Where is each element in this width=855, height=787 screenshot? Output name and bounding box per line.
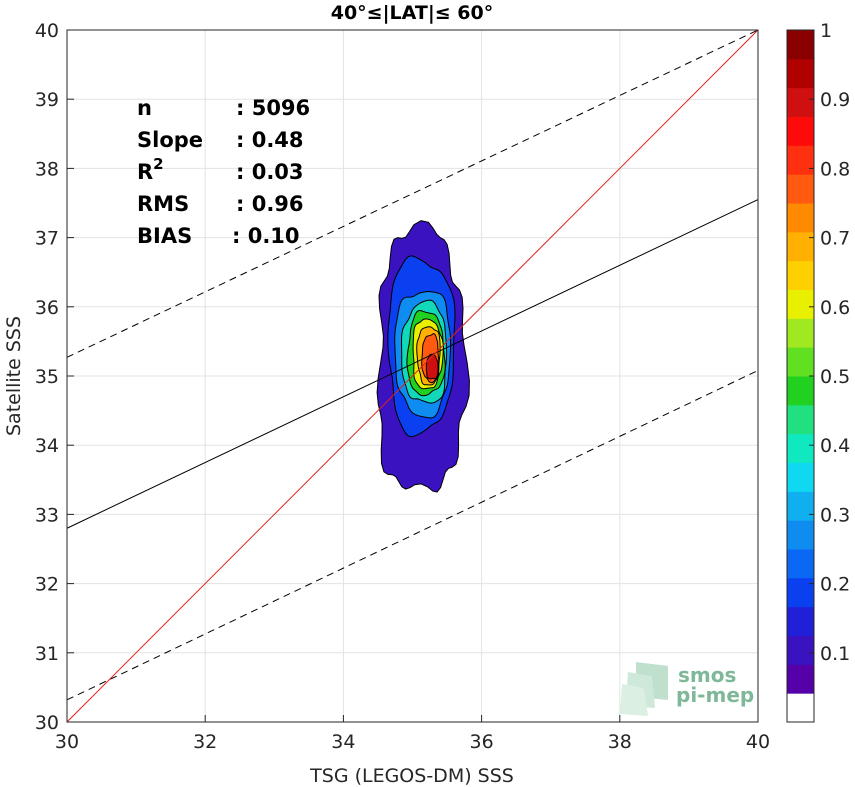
colorbar-band <box>787 116 814 146</box>
colorbar-band <box>787 462 814 492</box>
colorbar-tick-label: 0.9 <box>820 89 850 111</box>
colorbar-tick-label: 0.8 <box>820 158 850 180</box>
colorbar-band <box>787 693 814 723</box>
x-axis-ticks: 30 32 34 36 38 40 <box>55 715 770 753</box>
stat-label: RMS <box>137 192 189 216</box>
y-tick-label: 39 <box>35 89 59 111</box>
watermark-line2: pi-mep <box>676 683 754 707</box>
x-tick-label: 32 <box>193 731 217 753</box>
colorbar-band <box>787 549 814 579</box>
colorbar-band <box>787 318 814 348</box>
stat-label: BIAS <box>137 224 192 248</box>
colorbar-band <box>787 520 814 550</box>
stat-value: : 5096 <box>236 96 310 120</box>
stat-label: n <box>137 96 152 120</box>
colorbar-band <box>787 347 814 377</box>
y-tick-label: 31 <box>35 643 59 665</box>
colorbar-tick-label: 0.4 <box>820 435 850 457</box>
y-tick-label: 37 <box>35 228 59 250</box>
reference-lines <box>66 29 759 723</box>
x-tick-label: 40 <box>746 731 770 753</box>
lower-bound-line <box>66 370 759 701</box>
chart-title: 40°≤|LAT|≤ 60° <box>331 2 494 24</box>
x-tick-label: 38 <box>608 731 632 753</box>
colorbar-band <box>787 289 814 319</box>
y-tick-label: 40 <box>35 20 59 42</box>
colorbar-band <box>787 30 814 60</box>
stat-value: : 0.03 <box>236 160 304 184</box>
y-axis-ticks: 30 31 32 33 34 35 36 37 38 39 40 <box>35 20 74 734</box>
colorbar-band <box>787 635 814 665</box>
watermark-line1: smos <box>678 663 736 687</box>
colorbar-band <box>787 260 814 290</box>
colorbar-band <box>787 145 814 175</box>
colorbar <box>786 29 815 723</box>
colorbar-ticks: 0.1 0.2 0.3 0.4 0.5 0.6 0.7 0.8 0.9 1 <box>809 20 850 665</box>
colorbar-band <box>787 87 814 117</box>
stat-label: Slope <box>137 128 203 152</box>
colorbar-band <box>787 231 814 262</box>
y-tick-label: 30 <box>35 712 59 734</box>
colorbar-band <box>787 404 814 435</box>
y-tick-label: 35 <box>35 366 59 388</box>
x-tick-label: 36 <box>470 731 494 753</box>
y-tick-label: 36 <box>35 297 59 319</box>
regression-line <box>66 199 759 529</box>
smos-pi-mep-watermark: smos pi-mep <box>620 662 754 716</box>
colorbar-tick-label: 0.6 <box>820 297 850 319</box>
colorbar-tick-label: 0.7 <box>820 228 850 250</box>
stat-value: : 0.10 <box>232 224 300 248</box>
colorbar-band <box>787 664 814 694</box>
x-axis-label: TSG (LEGOS-DM) SSS <box>309 765 514 787</box>
colorbar-band <box>787 433 814 463</box>
colorbar-band <box>787 606 814 636</box>
colorbar-tick-label: 0.3 <box>820 504 850 526</box>
identity-line <box>66 29 759 723</box>
contour-level-0.9 <box>425 353 439 380</box>
y-tick-label: 34 <box>35 435 59 457</box>
stat-value: : 0.48 <box>236 128 304 152</box>
x-tick-label: 34 <box>331 731 355 753</box>
colorbar-tick-label: 0.1 <box>820 643 850 665</box>
colorbar-band <box>787 491 814 521</box>
y-tick-label: 33 <box>35 504 59 526</box>
colorbar-band <box>787 58 814 89</box>
colorbar-tick-label: 0.2 <box>820 574 850 596</box>
colorbar-band <box>787 174 814 204</box>
smos-logo-icon <box>620 662 668 716</box>
y-axis-label: Satellite SSS <box>3 316 25 436</box>
y-tick-label: 38 <box>35 158 59 180</box>
upper-bound-line <box>66 29 759 358</box>
colorbar-tick-label: 0.5 <box>820 366 850 388</box>
colorbar-band <box>787 376 814 406</box>
colorbar-band <box>787 577 814 608</box>
colorbar-band <box>787 203 814 233</box>
x-tick-label: 30 <box>55 731 79 753</box>
y-tick-label: 32 <box>35 574 59 596</box>
colorbar-tick-label: 1 <box>820 20 832 42</box>
stat-superscript: 2 <box>153 155 163 173</box>
stat-value: : 0.96 <box>236 192 304 216</box>
